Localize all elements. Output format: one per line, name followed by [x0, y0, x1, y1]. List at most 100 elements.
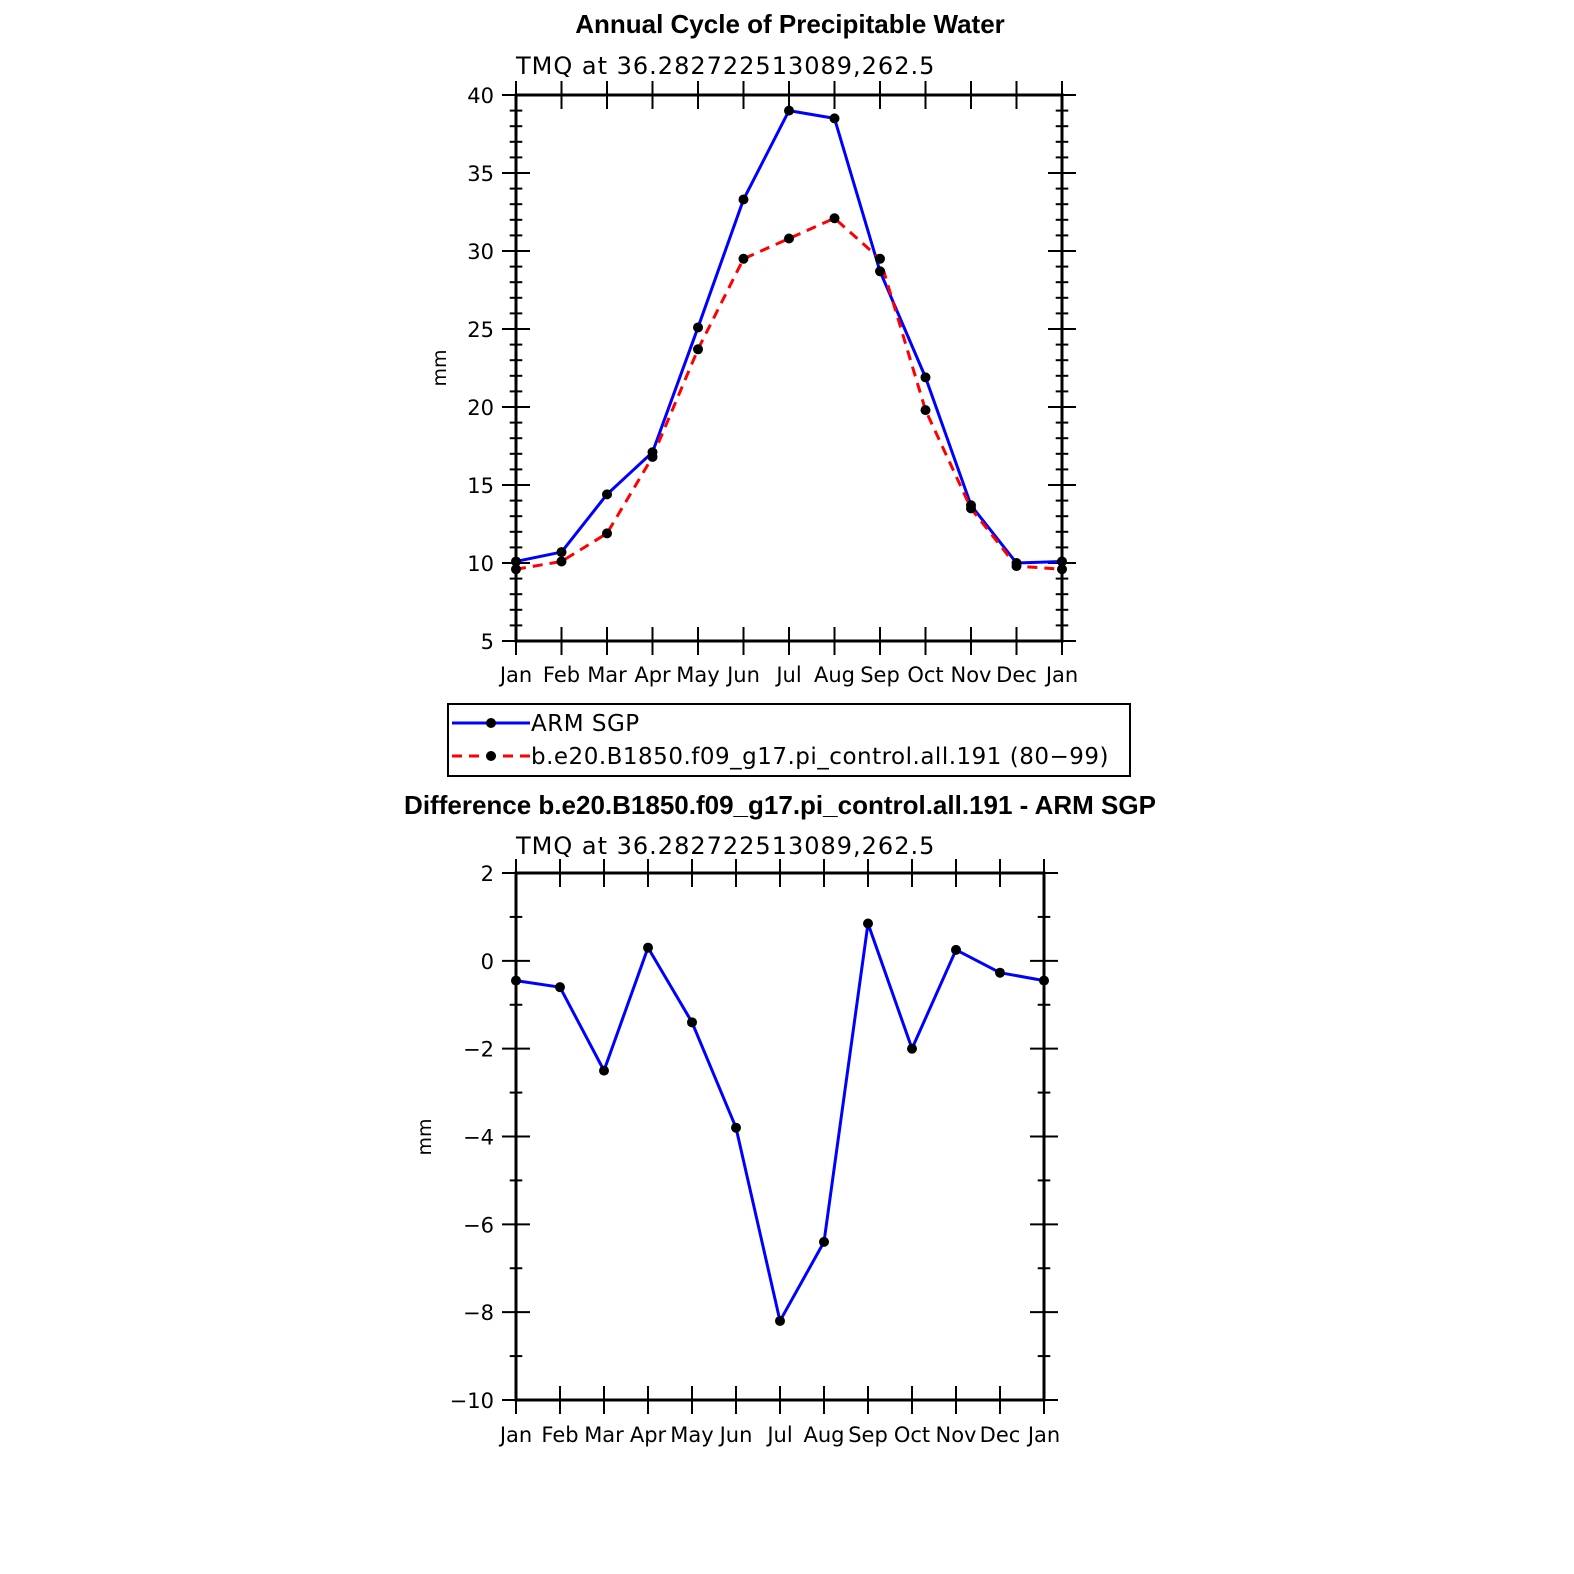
data-point [875, 253, 885, 264]
chart1-ytick-labels: 5 10 15 20 25 30 35 40 [467, 84, 494, 654]
xtick-label: Nov [951, 663, 992, 687]
legend-marker-arm-sgp [486, 718, 496, 728]
ytick-label: 10 [467, 552, 494, 576]
data-point [602, 489, 612, 500]
xtick-label: Apr [634, 663, 671, 687]
chart1-markers [511, 105, 1067, 575]
chart1-title: Annual Cycle of Precipitable Water [575, 9, 1005, 39]
ytick-label: −2 [463, 1038, 494, 1062]
series-line [515, 922, 1045, 1323]
data-point [966, 503, 976, 514]
xtick-label: Jan [498, 663, 532, 687]
data-point [599, 1065, 609, 1076]
data-point [784, 233, 794, 244]
data-point [693, 322, 703, 333]
ytick-label: 25 [467, 318, 494, 342]
data-point [687, 1017, 697, 1028]
data-point [731, 1122, 741, 1133]
xtick-label: Aug [803, 1423, 844, 1447]
xtick-label: Jun [718, 1423, 753, 1447]
chart1-xtick-labels: Jan Feb Mar Apr May Jun Jul Aug Sep Oct Nov Dec Jan [498, 663, 1078, 687]
xtick-label: May [676, 663, 719, 687]
xtick-label: Jan [498, 1423, 532, 1447]
chart-difference: Difference b.e20.B1850.f09_g17.pi_contro… [404, 790, 1156, 1447]
data-point [863, 918, 873, 929]
ytick-label: 35 [467, 162, 494, 186]
data-point [784, 105, 794, 116]
ytick-label: 40 [467, 84, 494, 108]
xtick-label: Mar [584, 1423, 624, 1447]
ytick-label: −6 [463, 1213, 494, 1237]
data-point [643, 942, 653, 953]
ytick-label: 2 [481, 862, 494, 886]
xtick-label: May [670, 1423, 713, 1447]
legend-box [447, 703, 1131, 777]
data-point [995, 967, 1005, 978]
chart2-ylabel: mm [414, 1118, 436, 1155]
chart1-plot-frame [514, 93, 1064, 643]
xtick-label: Mar [587, 663, 627, 687]
data-point [920, 372, 931, 383]
chart2-series-lines [515, 922, 1045, 1323]
xtick-label: Jan [1044, 663, 1078, 687]
chart2-markers [511, 918, 1049, 1326]
data-point [775, 1315, 785, 1326]
xtick-label: Jul [774, 663, 801, 687]
chart1-series-lines [515, 109, 1063, 571]
xtick-label: Jan [1026, 1423, 1060, 1447]
data-point [1011, 561, 1022, 572]
ytick-label: 20 [467, 396, 494, 420]
xtick-label: Sep [848, 1423, 888, 1447]
ytick-label: −10 [450, 1389, 494, 1413]
xtick-label: Sep [860, 663, 900, 687]
ytick-label: 15 [467, 474, 494, 498]
xtick-label: Dec [980, 1423, 1021, 1447]
data-point [556, 547, 567, 558]
xtick-label: Apr [630, 1423, 667, 1447]
data-point [555, 982, 565, 993]
legend-label-arm-sgp: ARM SGP [531, 711, 640, 737]
data-point [602, 528, 612, 539]
xtick-label: Oct [894, 1423, 930, 1447]
data-point [907, 1043, 917, 1054]
data-point [693, 344, 703, 355]
chart1-ticks [502, 81, 1076, 655]
ytick-label: 0 [481, 950, 494, 974]
data-point [738, 253, 749, 264]
data-point [647, 451, 658, 462]
data-point [951, 944, 961, 955]
chart2-xtick-labels: Jan Feb Mar Apr May Jun Jul Aug Sep Oct Nov Dec Jan [498, 1423, 1060, 1447]
chart2-title: Difference b.e20.B1850.f09_g17.pi_contro… [404, 790, 1156, 820]
xtick-label: Jul [765, 1423, 792, 1447]
ytick-label: 30 [467, 240, 494, 264]
xtick-label: Jun [725, 663, 760, 687]
ytick-label: −4 [463, 1126, 494, 1150]
xtick-label: Oct [907, 663, 943, 687]
ytick-label: −8 [463, 1301, 494, 1325]
xtick-label: Dec [996, 663, 1037, 687]
data-point [829, 213, 840, 224]
xtick-label: Nov [936, 1423, 977, 1447]
data-point [920, 405, 931, 416]
data-point [738, 194, 749, 205]
data-point [875, 266, 885, 277]
chart-annual-cycle: Annual Cycle of Precipitable Water TMQ a… [429, 9, 1131, 777]
chart2-plot-frame [514, 871, 1046, 1402]
data-point [556, 556, 567, 567]
legend-label-model: b.e20.B1850.f09_g17.pi_control.all.191 (… [531, 744, 1109, 770]
chart2-subtitle: TMQ at 36.282722513089,262.5 [515, 832, 935, 860]
series-line [515, 109, 1063, 565]
chart1-ylabel: mm [429, 349, 451, 386]
chart2-ytick-labels: −10 −8 −6 −4 −2 0 2 [450, 862, 494, 1413]
chart1-subtitle: TMQ at 36.282722513089,262.5 [515, 52, 935, 80]
ytick-label: 5 [481, 630, 494, 654]
xtick-label: Feb [541, 1423, 578, 1447]
chart2-ticks [502, 859, 1058, 1414]
legend: ARM SGP b.e20.B1850.f09_g17.pi_control.a… [447, 703, 1131, 777]
data-point [829, 113, 840, 124]
data-point [819, 1236, 829, 1247]
legend-marker-model [486, 751, 496, 761]
xtick-label: Aug [814, 663, 855, 687]
xtick-label: Feb [543, 663, 580, 687]
